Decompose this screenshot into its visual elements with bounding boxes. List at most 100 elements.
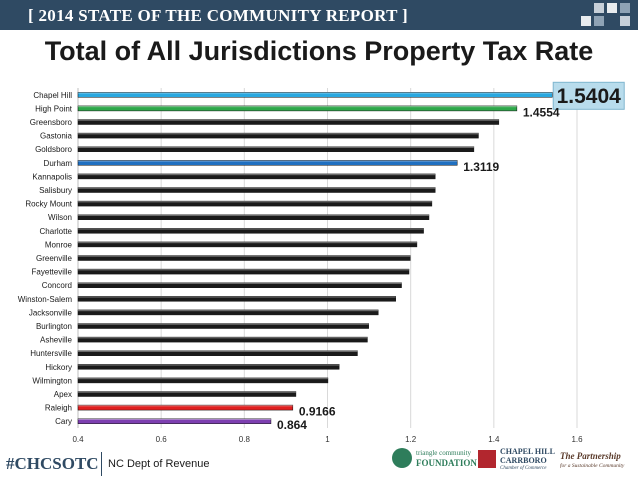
bar-highlight xyxy=(78,173,436,176)
bar-highlight xyxy=(78,146,474,148)
bar-highlight xyxy=(78,391,296,393)
bar-highlight xyxy=(78,241,417,244)
category-label: Concord xyxy=(42,281,72,290)
category-label: Wilmington xyxy=(32,376,72,385)
partnership-logo-line1: The Partnership xyxy=(560,451,621,461)
category-label: Burlington xyxy=(36,322,72,331)
bar-highlight xyxy=(78,377,328,380)
bar-highlight xyxy=(78,309,379,312)
x-axis-ticks: 0.4 0.6 0.8 1 1.2 1.4 1.6 xyxy=(72,435,583,444)
category-label: High Point xyxy=(35,104,73,113)
bar xyxy=(77,404,294,411)
bar-highlight xyxy=(78,405,293,407)
bar xyxy=(77,200,433,207)
bar-highlight xyxy=(78,282,402,284)
bar xyxy=(77,173,436,180)
bar-highlight xyxy=(78,255,411,257)
category-label: Huntersville xyxy=(30,349,72,358)
bar-highlight xyxy=(78,323,369,325)
bar-highlight xyxy=(78,133,479,135)
x-tick-label: 1 xyxy=(325,435,330,444)
category-label: Salisbury xyxy=(39,186,72,195)
banner-title: [ 2014 STATE OF THE COMMUNITY REPORT ] xyxy=(28,6,408,25)
chamber-logo-line2: CARRBORO xyxy=(500,456,547,465)
hashtag: #CHCSOTC xyxy=(6,454,99,473)
banner-decoration xyxy=(581,3,630,26)
category-label: Kannapolis xyxy=(32,172,72,181)
data-label: 1.5404 xyxy=(557,85,622,108)
bar xyxy=(77,105,518,112)
category-label: Raleigh xyxy=(45,404,72,413)
x-tick-label: 0.4 xyxy=(72,435,84,444)
footer-divider xyxy=(101,452,102,476)
category-label: Monroe xyxy=(45,240,73,249)
source-note: NC Dept of Revenue xyxy=(108,458,210,470)
bar-highlight xyxy=(78,160,458,162)
category-label: Wilson xyxy=(48,213,72,222)
page-title: Total of All Jurisdictions Property Tax … xyxy=(44,36,594,66)
bar xyxy=(77,418,272,424)
x-tick-label: 0.8 xyxy=(239,435,251,444)
triangle-logo-line2: FOUNDATION xyxy=(416,458,477,468)
category-label: Cary xyxy=(55,417,72,426)
callout-box xyxy=(552,81,625,110)
x-tick-label: 0.6 xyxy=(156,435,168,444)
bar-highlight xyxy=(78,214,429,216)
partnership-logo: The Partnership for a Sustainable Commun… xyxy=(560,451,636,475)
bar xyxy=(77,268,410,275)
category-label: Chapel Hill xyxy=(33,91,72,100)
x-tick-label: 1.4 xyxy=(488,435,500,444)
data-label: 1.3119 xyxy=(463,160,499,174)
bar-highlight xyxy=(78,418,271,420)
chamber-logo-line3: Chamber of Commerce xyxy=(500,466,547,471)
bar xyxy=(77,377,329,384)
chamber-logo-mark xyxy=(478,450,496,468)
bar xyxy=(77,350,358,356)
bar xyxy=(77,228,424,234)
category-label: Charlotte xyxy=(40,227,73,236)
bar xyxy=(77,187,436,193)
category-label: Greenville xyxy=(36,254,73,263)
bar-highlight xyxy=(78,105,517,108)
report-banner: [ 2014 STATE OF THE COMMUNITY REPORT ] xyxy=(0,0,638,30)
bar xyxy=(77,119,500,125)
bar xyxy=(77,336,368,343)
category-label: Asheville xyxy=(40,336,73,345)
bar-highlight xyxy=(78,364,340,366)
category-label: Fayetteville xyxy=(32,268,73,277)
bar-highlight xyxy=(78,92,553,94)
bar xyxy=(77,241,418,248)
category-label: Greensboro xyxy=(30,118,73,127)
data-label: 0.9166 xyxy=(299,405,336,419)
bar-highlight xyxy=(78,337,368,339)
x-tick-label: 1.6 xyxy=(571,435,583,444)
bar-highlight xyxy=(78,269,410,271)
bar xyxy=(77,160,458,166)
bar xyxy=(77,146,475,152)
partnership-logo-line2: for a Sustainable Community xyxy=(560,463,625,469)
category-label: Durham xyxy=(44,159,73,168)
bar xyxy=(77,255,411,261)
bar-highlight xyxy=(78,201,432,203)
triangle-logo-line1: triangle community xyxy=(416,449,472,457)
bar-highlight xyxy=(78,119,499,121)
x-tick-label: 1.2 xyxy=(405,435,417,444)
bar-highlight xyxy=(78,228,424,230)
category-label: Rocky Mount xyxy=(25,200,72,209)
category-label: Jacksonville xyxy=(29,308,73,317)
chapel-hill-carrboro-logo: CHAPEL HILL CARRBORO Chamber of Commerce xyxy=(478,447,555,477)
bar xyxy=(77,309,379,316)
bar xyxy=(77,282,402,288)
bar xyxy=(77,296,396,302)
category-label: Hickory xyxy=(45,363,72,372)
data-label: 0.864 xyxy=(277,418,307,432)
data-label: 1.4554 xyxy=(523,105,560,119)
bar xyxy=(77,92,553,98)
bar xyxy=(77,391,297,397)
triangle-logo-mark xyxy=(392,448,412,468)
bar xyxy=(77,132,479,139)
category-label: Winston-Salem xyxy=(18,295,73,304)
bar-highlight xyxy=(78,187,436,189)
